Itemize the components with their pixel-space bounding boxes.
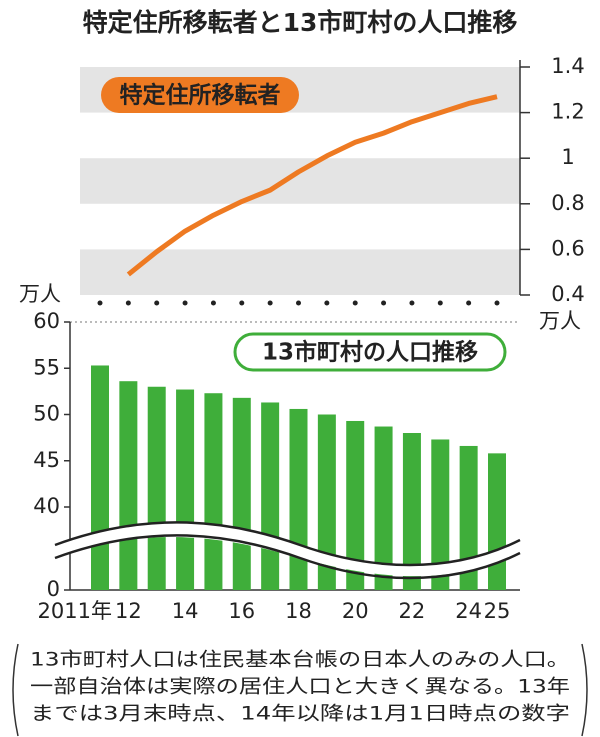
bar (232, 397, 251, 590)
separator-dot (324, 300, 330, 306)
separator-dot (267, 300, 273, 306)
grid-band (80, 158, 520, 204)
bar (431, 439, 450, 590)
separator-dot (409, 300, 415, 306)
bracket (581, 643, 588, 737)
x-tick-label: 2011年 (38, 599, 112, 623)
y2-tick-label: 0.4 (551, 282, 584, 306)
y2-tick-label: 1 (561, 145, 574, 169)
x-tick-label: 25 (484, 599, 511, 623)
x-tick-label: 12 (115, 599, 142, 623)
bar (459, 445, 478, 590)
chart-title: 特定住所移転者と13市町村の人口推移 (83, 8, 518, 37)
bar (289, 408, 308, 590)
separator-dot (352, 300, 358, 306)
bracket (12, 643, 19, 737)
y-tick-label: 45 (33, 448, 60, 472)
bar (176, 389, 195, 590)
x-tick-label: 16 (228, 599, 255, 623)
x-tick-label: 22 (399, 599, 426, 623)
separator-dot (239, 300, 245, 306)
separator-dot (466, 300, 472, 306)
separator-dot (437, 300, 443, 306)
axis-break (54, 534, 521, 580)
legend-label: 13市町村の人口推移 (262, 339, 478, 366)
bar (317, 414, 336, 590)
grid-band (80, 249, 520, 295)
x-tick-label: 14 (172, 599, 199, 623)
y2-axis-label: 万人 (539, 309, 581, 333)
bar (488, 453, 506, 590)
bar (119, 381, 138, 590)
x-tick-label: 24 (455, 599, 482, 623)
y-tick-label: 0 (47, 577, 60, 601)
legend-box (101, 77, 299, 113)
y-tick-label: 40 (33, 494, 60, 518)
y2-tick-label: 0.8 (551, 191, 584, 215)
bar (147, 386, 166, 590)
bar (346, 420, 365, 590)
y-axis-label: 万人 (19, 282, 61, 306)
y-tick-label: 55 (33, 355, 60, 379)
note-line: 一部自治体は実際の居住人口と大きく異なる。13年 (30, 676, 570, 698)
x-tick-label: 20 (342, 599, 369, 623)
axis-break (54, 521, 521, 567)
bar (374, 426, 393, 590)
y-tick-label: 50 (33, 402, 60, 426)
separator-dot (296, 300, 301, 306)
y2-tick-label: 1.2 (551, 100, 584, 124)
separator-dot (381, 300, 387, 306)
separator-dot (154, 300, 160, 306)
bar (402, 433, 421, 590)
bar (204, 393, 223, 590)
line (126, 94, 498, 277)
note-line: までは3月末時点、14年以降は1月1日時点の数字 (30, 703, 570, 725)
legend-box (233, 332, 507, 372)
y2-tick-label: 1.4 (551, 54, 584, 78)
bar (91, 365, 109, 590)
legend-label: 特定住所移転者 (120, 82, 281, 109)
separator-dot (97, 300, 103, 306)
y2-tick-label: 0.6 (551, 236, 584, 260)
separator-dot (210, 300, 216, 306)
note-line: 13市町村人口は住民基本台帳の日本人のみの人口。 (30, 649, 570, 671)
bar (261, 402, 280, 590)
separator-dot (494, 300, 500, 306)
y-tick-label: 60 (33, 309, 60, 333)
x-tick-label: 18 (285, 599, 312, 623)
separator-dot (182, 300, 188, 306)
separator-dot (125, 300, 131, 306)
